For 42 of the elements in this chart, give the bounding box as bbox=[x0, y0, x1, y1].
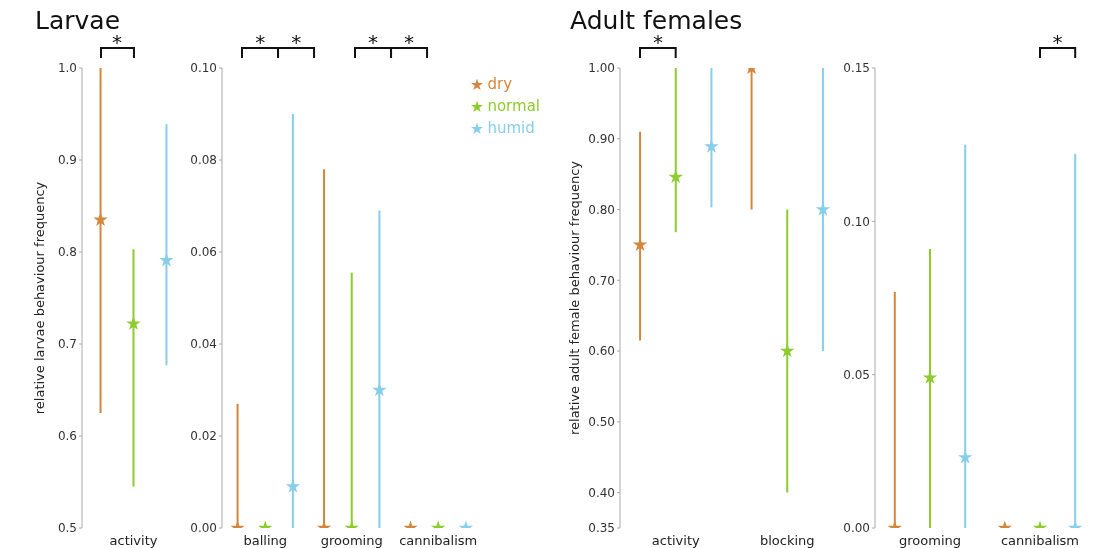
text: * bbox=[366, 30, 379, 54]
y-tick-label: 0.06 bbox=[190, 245, 217, 260]
y-tick-label: 0.00 bbox=[843, 521, 870, 536]
text: * bbox=[290, 30, 303, 54]
y-tick-label: 0.60 bbox=[588, 344, 615, 359]
y-tick-label: 0.80 bbox=[588, 202, 615, 217]
y-tick-label: 0.04 bbox=[190, 337, 217, 352]
y-tick-label: 0.10 bbox=[843, 214, 870, 229]
x-tick-label: cannibalism bbox=[1000, 533, 1080, 548]
y-tick-label: 0.70 bbox=[588, 273, 615, 288]
y-axis-title: relative larvae behaviour frequency bbox=[31, 181, 47, 415]
x-tick-label: cannibalism bbox=[399, 533, 478, 548]
y-tick-label: 0.6 bbox=[57, 429, 77, 444]
x-tick-label: grooming bbox=[899, 533, 961, 548]
y-tick-label: 0.05 bbox=[843, 367, 870, 382]
y-tick-label: 0.15 bbox=[843, 61, 870, 76]
y-tick-label: 1.00 bbox=[588, 61, 615, 76]
text: * bbox=[254, 30, 267, 54]
y-tick-label: 0.5 bbox=[57, 521, 77, 536]
x-tick-label: blocking bbox=[759, 533, 815, 548]
x-tick-label: activity bbox=[109, 533, 158, 548]
legend-label: normal bbox=[487, 97, 540, 115]
y-tick-label: 0.10 bbox=[190, 61, 217, 76]
y-tick-label: 0.00 bbox=[190, 521, 217, 536]
y-tick-label: 1.0 bbox=[57, 61, 77, 76]
legend-label: humid bbox=[487, 119, 535, 137]
y-tick-label: 0.50 bbox=[588, 415, 615, 430]
x-tick-label: balling bbox=[243, 533, 288, 548]
x-tick-label: activity bbox=[651, 533, 701, 548]
text: * bbox=[403, 30, 415, 54]
y-tick-label: 0.90 bbox=[588, 132, 615, 147]
x-tick-label: grooming bbox=[320, 533, 383, 548]
y-tick-label: 0.40 bbox=[588, 485, 615, 500]
y-tick-label: 0.8 bbox=[57, 245, 77, 260]
y-tick-label: 0.08 bbox=[190, 153, 217, 168]
text: * bbox=[1051, 30, 1064, 54]
legend-label: dry bbox=[487, 75, 513, 93]
y-axis-title: relative adult female behaviour frequency bbox=[566, 160, 582, 436]
y-tick-label: 0.35 bbox=[588, 521, 615, 536]
y-tick-label: 0.02 bbox=[190, 429, 217, 444]
y-tick-label: 0.7 bbox=[57, 337, 77, 352]
y-tick-label: 0.9 bbox=[57, 153, 77, 168]
